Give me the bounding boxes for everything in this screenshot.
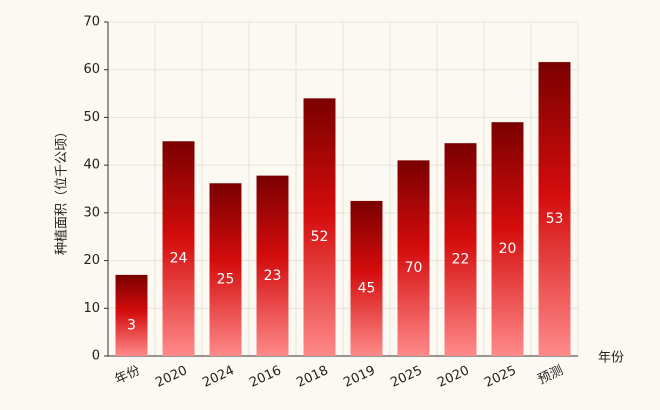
- y-tick-label: 20: [83, 253, 100, 268]
- y-tick-label: 70: [83, 15, 100, 30]
- bar-annotation: 3: [127, 317, 136, 333]
- bar-annotation: 53: [546, 211, 564, 227]
- y-tick-label: 50: [83, 110, 100, 125]
- bar-annotation: 70: [405, 260, 423, 276]
- bar: [115, 274, 148, 356]
- bar: [444, 143, 477, 356]
- bar: [538, 62, 571, 357]
- bar-annotation: 20: [499, 241, 517, 257]
- bar-annotation: 25: [217, 272, 235, 288]
- bar: [303, 98, 336, 356]
- bar-annotation: 24: [170, 251, 188, 267]
- bar: [350, 200, 383, 356]
- bar: [397, 160, 430, 356]
- y-axis-label: 种植面积（位千公顷）: [55, 125, 70, 255]
- y-tick-label: 30: [83, 205, 100, 220]
- y-tick-label: 0: [92, 349, 100, 364]
- y-tick-label: 10: [83, 301, 100, 316]
- bar: [162, 141, 195, 356]
- bar-annotation: 45: [358, 280, 376, 296]
- y-tick-label: 40: [83, 158, 100, 173]
- bar: [209, 183, 242, 356]
- x-axis-label: 年份: [598, 351, 624, 366]
- bar-annotation: 22: [452, 252, 470, 268]
- bar-annotation: 52: [311, 229, 329, 245]
- y-tick-label: 60: [83, 62, 100, 77]
- bar: [491, 122, 524, 356]
- bar-annotation: 23: [264, 268, 282, 284]
- bar: [256, 175, 289, 356]
